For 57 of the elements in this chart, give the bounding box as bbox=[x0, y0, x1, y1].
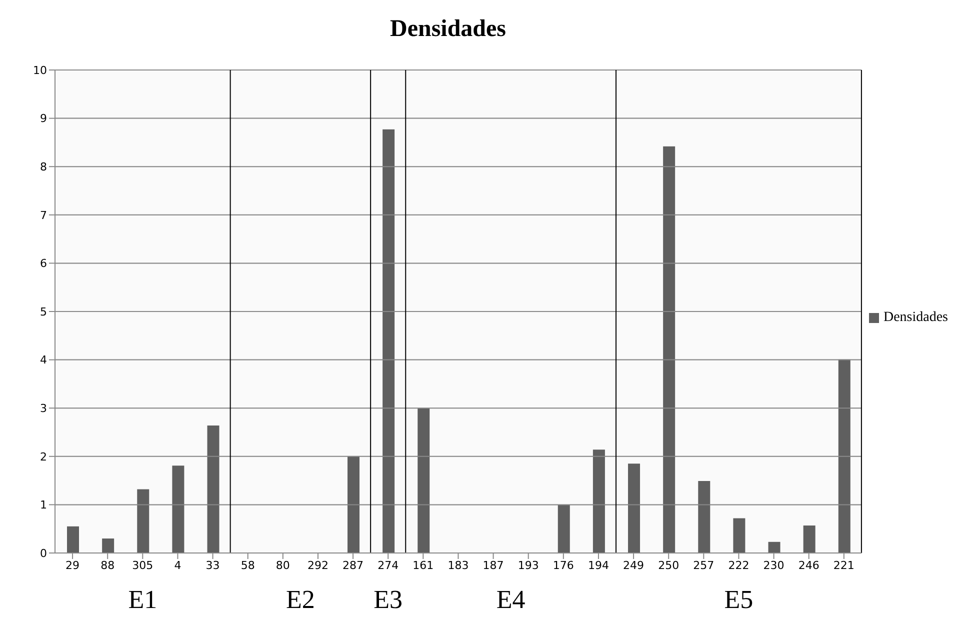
x-tick-label: 246 bbox=[798, 558, 820, 572]
y-tick-label: 5 bbox=[40, 305, 47, 318]
x-tick-label: 249 bbox=[623, 558, 644, 572]
bar bbox=[137, 489, 150, 553]
legend-label: Densidades bbox=[883, 310, 948, 325]
x-tick-label: 257 bbox=[693, 558, 714, 572]
bar bbox=[663, 146, 676, 553]
y-tick-label: 8 bbox=[40, 160, 47, 174]
y-tick-label: 10 bbox=[33, 64, 47, 77]
bar bbox=[838, 359, 850, 553]
x-tick-label: 80 bbox=[276, 558, 290, 572]
x-tick-label: 287 bbox=[342, 558, 364, 572]
y-tick-label: 1 bbox=[40, 498, 47, 512]
y-tick-label: 9 bbox=[40, 112, 47, 126]
x-tick-label: 274 bbox=[378, 558, 399, 572]
x-tick-label: 176 bbox=[552, 558, 574, 572]
band-label: E2 bbox=[286, 585, 315, 614]
x-tick-label: 4 bbox=[174, 558, 182, 572]
y-tick-label: 0 bbox=[40, 546, 47, 560]
bar bbox=[207, 425, 220, 553]
band-label: E1 bbox=[128, 585, 158, 614]
bar bbox=[348, 456, 360, 553]
bar bbox=[803, 525, 816, 553]
y-tick-label: 2 bbox=[40, 450, 47, 464]
x-tick-label: 222 bbox=[728, 558, 750, 572]
bar bbox=[558, 504, 570, 553]
bar bbox=[628, 464, 640, 553]
band-label: E3 bbox=[374, 585, 403, 614]
band-label: E5 bbox=[724, 585, 754, 614]
y-tick-label: 3 bbox=[40, 402, 47, 416]
bar bbox=[418, 408, 430, 553]
x-tick-label: 194 bbox=[588, 558, 609, 572]
x-tick-label: 58 bbox=[240, 558, 255, 572]
bar bbox=[733, 518, 746, 553]
chart-title: Densidades bbox=[388, 16, 508, 43]
y-tick-label: 7 bbox=[40, 208, 47, 222]
x-tick-label: 230 bbox=[763, 558, 784, 572]
x-tick-label: 29 bbox=[66, 558, 80, 572]
bar bbox=[698, 481, 710, 553]
bar bbox=[768, 542, 780, 553]
x-tick-label: 221 bbox=[833, 558, 854, 572]
x-tick-label: 187 bbox=[482, 558, 504, 572]
bar bbox=[172, 466, 184, 553]
y-tick-label: 6 bbox=[40, 257, 47, 270]
y-tick-label: 4 bbox=[40, 354, 47, 367]
x-tick-label: 161 bbox=[412, 558, 434, 572]
band-label: E4 bbox=[496, 585, 526, 614]
bar bbox=[592, 450, 605, 553]
bar bbox=[102, 538, 114, 553]
x-tick-label: 250 bbox=[658, 558, 680, 572]
x-tick-label: 88 bbox=[100, 558, 115, 572]
x-tick-label: 193 bbox=[518, 558, 539, 572]
x-tick-label: 305 bbox=[132, 558, 154, 572]
x-tick-label: 292 bbox=[307, 558, 328, 572]
x-tick-label: 183 bbox=[448, 558, 469, 572]
x-tick-label: 33 bbox=[206, 558, 220, 572]
bar bbox=[67, 526, 79, 553]
